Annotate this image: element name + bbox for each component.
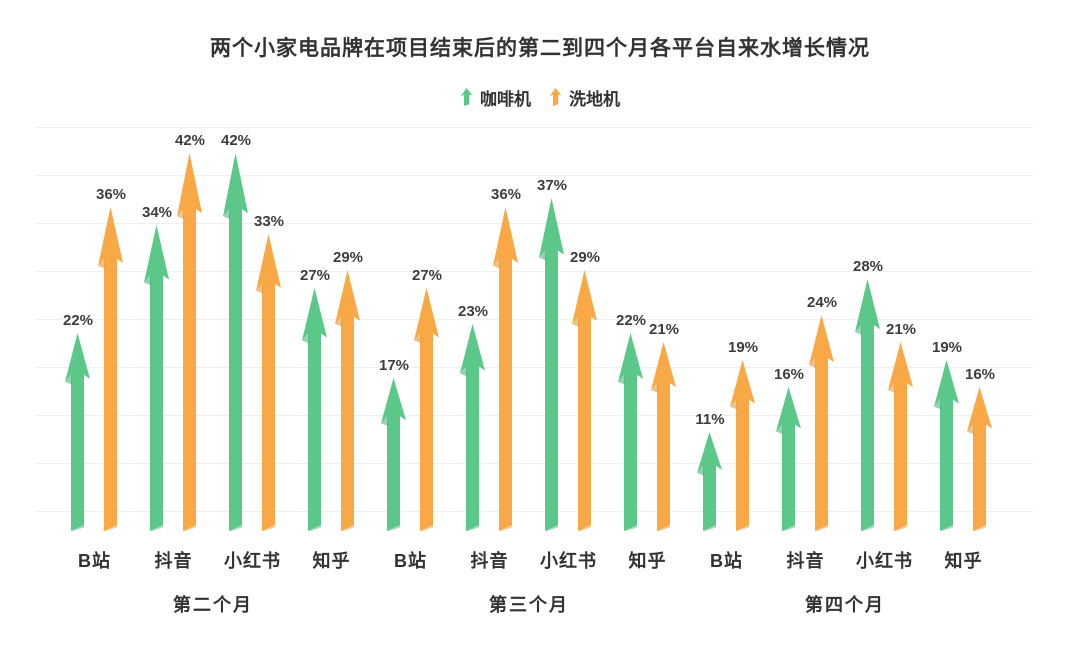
gridline	[35, 463, 1033, 464]
month-label: 第二个月	[173, 595, 253, 615]
platform-label: 小红书	[540, 551, 597, 571]
bar-group-B站: 22% 36%	[55, 186, 134, 531]
gridline	[35, 319, 1033, 320]
arrow-bar-洗地机: 33%	[254, 213, 284, 531]
value-label: 36%	[490, 186, 522, 203]
platform-label: 知乎	[312, 551, 351, 571]
arrow-bar-咖啡机: 22%	[63, 312, 93, 531]
value-label: 34%	[141, 204, 173, 221]
month-label: 第四个月	[805, 595, 885, 615]
platform-label: B站	[394, 551, 427, 571]
arrow-bar-洗地机: 16%	[965, 366, 995, 531]
month-label: 第三个月	[489, 595, 569, 615]
bar-group-抖音: 16% 24%	[766, 294, 845, 531]
value-label: 37%	[536, 177, 568, 194]
platform-label: 知乎	[628, 551, 667, 571]
value-label: 21%	[648, 321, 680, 338]
arrow-bar-咖啡机: 27%	[300, 267, 330, 531]
legend-item-coffee: 咖啡机	[460, 85, 531, 110]
value-label: 11%	[695, 411, 725, 428]
arrow-bar-洗地机: 36%	[491, 186, 521, 531]
value-label: 33%	[253, 213, 285, 230]
bar-group-B站: 17% 27%	[371, 267, 450, 531]
value-label: 42%	[174, 132, 206, 149]
arrow-bar-洗地机: 19%	[728, 339, 758, 531]
gridline	[35, 367, 1033, 368]
gridline	[35, 223, 1033, 224]
gridline	[35, 415, 1033, 416]
arrow-bar-咖啡机: 23%	[458, 303, 488, 531]
arrow-bar-咖啡机: 19%	[932, 339, 962, 531]
arrow-bar-洗地机: 21%	[649, 321, 679, 531]
arrow-bar-咖啡机: 42%	[221, 132, 251, 531]
bar-group-知乎: 27% 29%	[292, 249, 371, 531]
value-label: 24%	[806, 294, 838, 311]
value-label: 19%	[727, 339, 759, 356]
gridline	[35, 511, 1033, 512]
platform-label: 抖音	[470, 551, 509, 571]
value-label: 36%	[95, 186, 127, 203]
legend-label-coffee: 咖啡机	[480, 89, 531, 109]
arrow-bar-咖啡机: 37%	[537, 177, 567, 531]
value-label: 29%	[332, 249, 364, 266]
gridline	[35, 271, 1033, 272]
legend-item-washer: 洗地机	[549, 85, 620, 110]
platform-label: 小红书	[856, 551, 913, 571]
bar-group-抖音: 34% 42%	[134, 132, 213, 531]
arrow-bar-咖啡机: 22%	[616, 312, 646, 531]
platform-axis: B站 抖音 小红书 知乎 B站 抖音 小红书 知乎 B站 抖音 小红书 知乎	[35, 531, 1023, 573]
bar-group-B站: 11% 19%	[687, 339, 766, 531]
value-label: 16%	[773, 366, 805, 383]
value-label: 27%	[299, 267, 331, 284]
month-axis: 第二个月 第三个月 第四个月	[35, 573, 1023, 617]
platform-label: B站	[78, 551, 111, 571]
platform-label: 知乎	[944, 551, 983, 571]
value-label: 21%	[885, 321, 917, 338]
arrow-bar-洗地机: 36%	[96, 186, 126, 531]
plot-area: 22% 36% 34% 42% 42% 33% 27% 29% 17% 27% 23% 36% 37% 2…	[35, 117, 1033, 531]
bar-group-知乎: 19% 16%	[924, 339, 1003, 531]
bar-group-小红书: 28% 21%	[845, 258, 924, 531]
arrow-bar-洗地机: 29%	[333, 249, 363, 531]
value-label: 19%	[931, 339, 963, 356]
value-label: 28%	[852, 258, 884, 275]
value-label: 22%	[62, 312, 94, 329]
value-label: 27%	[411, 267, 443, 284]
platform-label: 小红书	[224, 551, 281, 571]
arrow-bar-洗地机: 21%	[886, 321, 916, 531]
arrow-bar-咖啡机: 28%	[853, 258, 883, 531]
value-label: 42%	[220, 132, 252, 149]
platform-label: B站	[710, 551, 743, 571]
value-label: 16%	[964, 366, 996, 383]
arrow-bar-咖啡机: 34%	[142, 204, 172, 531]
bar-group-小红书: 42% 33%	[213, 132, 292, 531]
arrow-bar-洗地机: 27%	[412, 267, 442, 531]
bar-group-知乎: 22% 21%	[608, 312, 687, 531]
bar-group-抖音: 23% 36%	[450, 186, 529, 531]
value-label: 29%	[569, 249, 601, 266]
value-label: 23%	[457, 303, 489, 320]
chart-title: 两个小家电品牌在项目结束后的第二到四个月各平台自来水增长情况	[210, 37, 870, 60]
arrow-bar-洗地机: 42%	[175, 132, 205, 531]
platform-label: 抖音	[154, 551, 193, 571]
gridline	[35, 127, 1033, 128]
arrow-bar-咖啡机: 17%	[379, 357, 409, 531]
platform-label: 抖音	[786, 551, 825, 571]
arrow-bar-洗地机: 24%	[807, 294, 837, 531]
bar-group-小红书: 37% 29%	[529, 177, 608, 531]
arrow-bar-洗地机: 29%	[570, 249, 600, 531]
orange-arrow-icon	[549, 88, 562, 106]
arrow-bar-咖啡机: 11%	[695, 411, 725, 531]
chart-legend: 咖啡机 洗地机	[0, 85, 1080, 110]
arrow-bar-咖啡机: 16%	[774, 366, 804, 531]
gridline	[35, 175, 1033, 176]
value-label: 17%	[378, 357, 410, 374]
value-label: 22%	[615, 312, 647, 329]
legend-label-washer: 洗地机	[569, 89, 620, 109]
green-arrow-icon	[460, 88, 473, 106]
bar-slots: 22% 36% 34% 42% 42% 33% 27% 29% 17% 27% 23% 36% 37% 2…	[35, 117, 1023, 531]
